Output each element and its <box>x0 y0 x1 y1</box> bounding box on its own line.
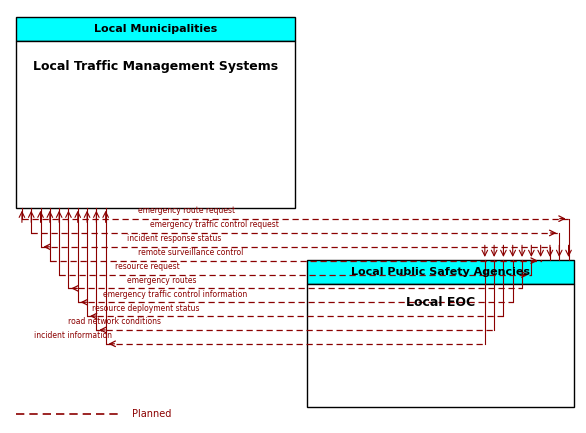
FancyBboxPatch shape <box>307 260 574 284</box>
Text: emergency routes: emergency routes <box>127 276 196 285</box>
Text: incident response status: incident response status <box>127 234 221 243</box>
FancyBboxPatch shape <box>16 41 295 208</box>
FancyBboxPatch shape <box>307 284 574 407</box>
Text: emergency route request: emergency route request <box>138 206 236 215</box>
Text: remote surveillance control: remote surveillance control <box>138 248 244 257</box>
Text: emergency traffic control request: emergency traffic control request <box>150 220 279 229</box>
Text: Local Municipalities: Local Municipalities <box>94 24 217 34</box>
Text: incident information: incident information <box>33 331 111 340</box>
Text: road network conditions: road network conditions <box>69 317 162 326</box>
Text: emergency traffic control information: emergency traffic control information <box>103 290 248 299</box>
Text: Planned: Planned <box>132 408 172 419</box>
Text: resource deployment status: resource deployment status <box>92 304 199 313</box>
FancyBboxPatch shape <box>16 17 295 41</box>
Text: Local Public Safety Agencies: Local Public Safety Agencies <box>351 267 530 277</box>
Text: Local EOC: Local EOC <box>406 296 475 309</box>
Text: resource request: resource request <box>115 262 180 271</box>
Text: Local Traffic Management Systems: Local Traffic Management Systems <box>33 60 278 73</box>
